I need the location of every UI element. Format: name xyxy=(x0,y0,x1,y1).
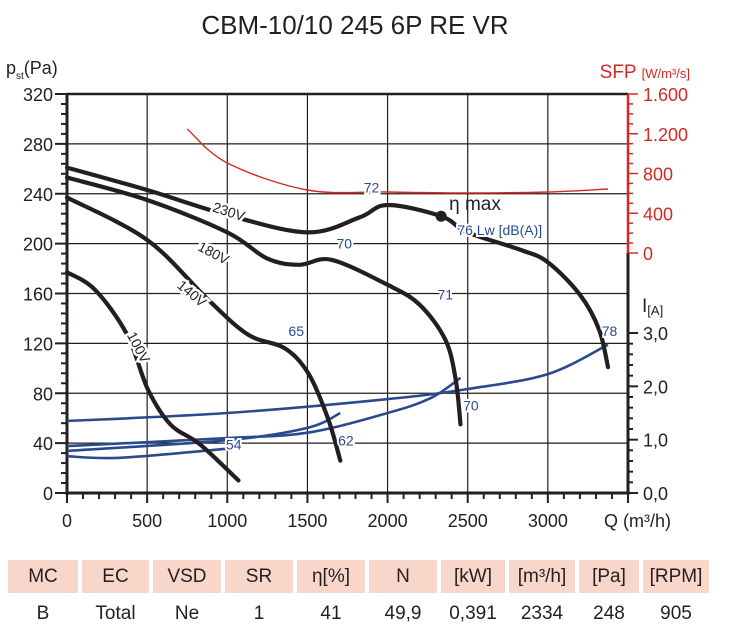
sound-level-label: 70 xyxy=(463,398,479,414)
voltage-label: 100V xyxy=(124,329,154,366)
voltage-label: 230V xyxy=(211,199,248,225)
sound-level-label: 71 xyxy=(437,287,453,303)
x-tick-label: 1500 xyxy=(287,511,327,531)
sfp-tick-label: 1.200 xyxy=(643,125,688,145)
header-vsd: VSD xyxy=(153,560,221,593)
sound-level-label: 78 xyxy=(602,323,618,339)
value-flow: 2334 xyxy=(520,603,564,624)
x-tick-label: 0 xyxy=(62,511,72,531)
sfp-tick-label: 800 xyxy=(643,165,673,185)
x-tick-label: 2500 xyxy=(448,511,488,531)
header-mc: MC xyxy=(8,560,78,593)
header-ec: EC xyxy=(82,560,149,593)
x-tick-label: 500 xyxy=(132,511,162,531)
x-tick-label: 2000 xyxy=(368,511,408,531)
spec-table: MC EC VSD SR η[%] N [kW] [m³/h] [Pa] [RP… xyxy=(4,560,713,635)
sound-level-label: 65 xyxy=(288,323,304,339)
x-tick-label: 1000 xyxy=(207,511,247,531)
sfp-tick-label: 0 xyxy=(643,244,653,264)
y-tick-label: 320 xyxy=(23,85,53,105)
y-tick-label: 160 xyxy=(23,285,53,305)
sfp-axis-label: SFP [W/m³/s] xyxy=(600,62,690,83)
current-tick-label: 0,0 xyxy=(643,484,668,504)
value-pa: 248 xyxy=(593,603,625,624)
value-vsd: Ne xyxy=(174,603,200,624)
current-tick-label: 1,0 xyxy=(643,431,668,451)
header-kw: [kW] xyxy=(441,560,505,593)
sfp-tick-label: 400 xyxy=(643,204,673,224)
header-eta: η[%] xyxy=(297,560,365,593)
y-tick-label: 240 xyxy=(23,185,53,205)
header-rpm: [RPM] xyxy=(643,560,709,593)
sound-level-label: 70 xyxy=(337,236,353,252)
series-layer xyxy=(64,128,611,483)
sound-level-label: 62 xyxy=(338,433,354,449)
x-tick-label: 3000 xyxy=(528,511,568,531)
y-axis-label: pst(Pa) xyxy=(6,58,58,82)
sfp-curve xyxy=(186,128,609,194)
current-tick-label: 3,0 xyxy=(643,324,668,344)
eta-max-point xyxy=(435,210,447,222)
tick-labels: 0 500 1000 1500 2000 2500 3000 0 40 80 120 160 200 24… xyxy=(23,85,688,531)
tick-marks xyxy=(55,93,638,503)
sfp-tick-label: 1.600 xyxy=(643,85,688,105)
current-curve-i-140v xyxy=(66,411,341,453)
pressure-curve-230v xyxy=(64,165,611,370)
current-axis-label: I[A] xyxy=(642,296,663,318)
y-tick-label: 120 xyxy=(23,334,53,354)
y-tick-label: 200 xyxy=(23,235,53,255)
pressure-curve-180v xyxy=(64,175,463,427)
value-n: 49,9 xyxy=(384,603,422,624)
y-tick-label: 0 xyxy=(43,484,53,504)
x-axis-label: Q (m³/h) xyxy=(604,511,671,531)
sound-level-label: 54 xyxy=(226,436,242,452)
current-curve-i-180v xyxy=(66,376,462,448)
value-rpm: 905 xyxy=(660,603,692,624)
value-kw: 0,391 xyxy=(449,603,497,624)
pressure-curve-100v xyxy=(64,270,241,483)
y-tick-label: 280 xyxy=(23,135,53,155)
header-pa: [Pa] xyxy=(579,560,639,593)
chart-title: CBM-10/10 245 6P RE VR xyxy=(201,10,508,40)
spec-value-row: B Total Ne 1 41 49,9 0,391 2334 248 905 xyxy=(8,593,709,635)
header-n: N xyxy=(369,560,437,593)
sound-level-label: 76 Lw [dB(A)] xyxy=(457,222,542,238)
y-tick-label: 40 xyxy=(33,434,53,454)
current-tick-label: 2,0 xyxy=(643,377,668,397)
eta-max-label: η max xyxy=(449,194,501,215)
header-sr: SR xyxy=(225,560,293,593)
pressure-curve-140v xyxy=(64,195,343,463)
value-eta: 41 xyxy=(320,603,342,624)
sound-level-label: 72 xyxy=(364,180,380,196)
header-flow: [m³/h] xyxy=(509,560,575,593)
spec-header-row: MC EC VSD SR η[%] N [kW] [m³/h] [Pa] [RP… xyxy=(8,560,709,593)
current-curve-i-230v xyxy=(66,343,609,423)
value-sr: 1 xyxy=(253,603,265,624)
fan-performance-chart: CBM-10/10 245 6P RE VR pst(Pa) SFP [W/m³/… xyxy=(6,10,690,531)
value-ec: Total xyxy=(95,603,136,624)
value-mc: B xyxy=(36,603,50,624)
y-tick-label: 80 xyxy=(33,384,53,404)
